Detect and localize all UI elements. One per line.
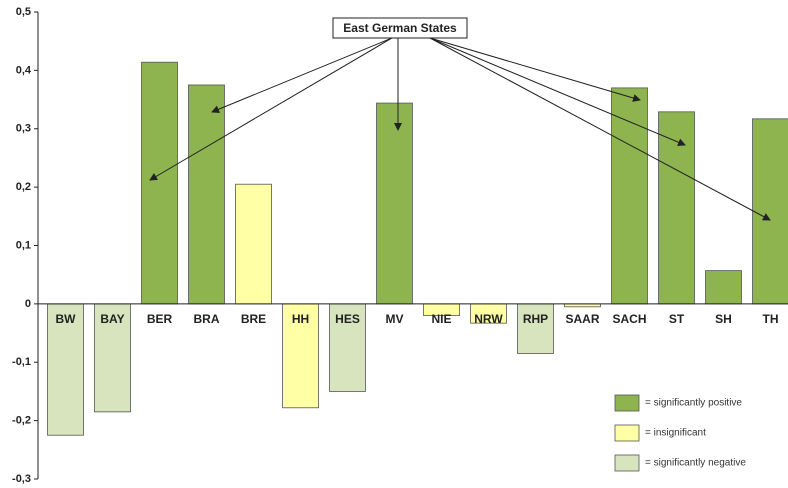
x-tick-label: BRE	[241, 312, 266, 326]
x-tick-label: SAAR	[565, 312, 599, 326]
y-tick-label: 0	[25, 298, 31, 310]
bar	[235, 183, 272, 305]
x-tick-label: RHP	[523, 312, 548, 326]
y-tick-label: 0,3	[16, 123, 31, 135]
bar	[141, 61, 178, 305]
legend-label: = insignificant	[645, 428, 706, 439]
bar	[188, 84, 225, 305]
annotation-box	[332, 17, 468, 39]
legend-label: = significantly negative	[645, 458, 746, 469]
x-tick-label: NIE	[431, 312, 451, 326]
x-tick-label: SH	[715, 312, 732, 326]
x-tick-label: BER	[147, 312, 173, 326]
y-tick-label: -0,1	[12, 356, 31, 368]
x-tick-label: HH	[292, 312, 309, 326]
bar	[658, 111, 695, 305]
y-tick-label: -0,3	[12, 473, 31, 485]
bar	[517, 303, 554, 354]
x-tick-label: NRW	[474, 312, 503, 326]
bar	[94, 303, 131, 413]
y-tick-label: 0,1	[16, 239, 31, 251]
y-tick-label: -0,2	[12, 415, 31, 427]
bar	[705, 270, 742, 305]
x-tick-label: ST	[669, 312, 685, 326]
legend-label: = significantly positive	[645, 398, 742, 409]
y-tick-label: 0,2	[16, 181, 31, 193]
x-tick-label: TH	[763, 312, 779, 326]
x-tick-label: BW	[56, 312, 77, 326]
bar	[752, 118, 788, 305]
legend-swatch	[614, 394, 640, 412]
bar	[329, 303, 366, 392]
bar	[611, 87, 648, 305]
x-tick-label: BRA	[194, 312, 220, 326]
x-tick-label: SACH	[612, 312, 646, 326]
x-tick-label: HES	[335, 312, 360, 326]
bar	[282, 303, 319, 409]
bar	[376, 102, 413, 305]
x-tick-label: BAY	[100, 312, 124, 326]
y-tick-label: 0,4	[16, 64, 32, 76]
legend-swatch	[614, 454, 640, 472]
annotation: East German States	[343, 21, 457, 35]
legend-swatch	[614, 424, 640, 442]
y-tick-label: 0,5	[16, 6, 31, 18]
x-tick-label: MV	[386, 312, 404, 326]
annotation-arrows	[149, 37, 771, 221]
